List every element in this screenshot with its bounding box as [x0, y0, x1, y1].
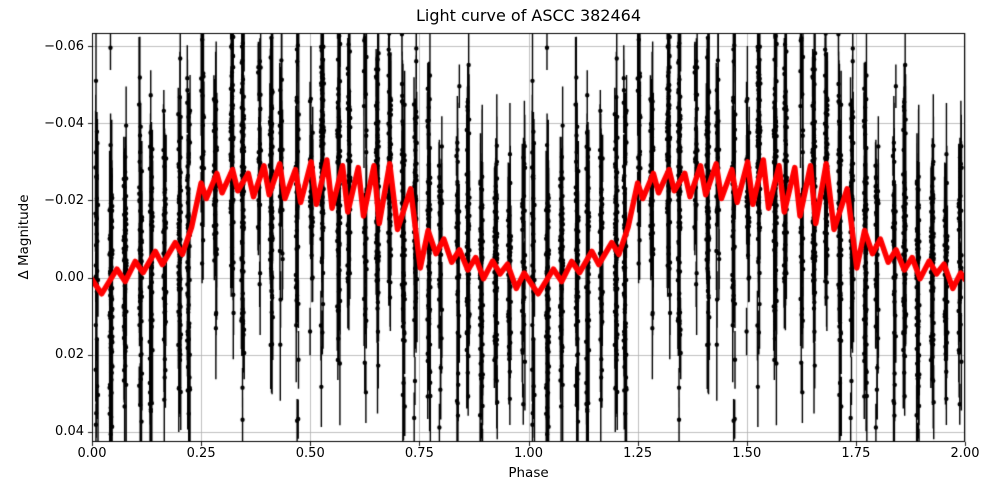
x-tick-label: 2.00 — [950, 446, 980, 461]
x-tick-label: 1.25 — [623, 446, 653, 461]
y-tick-label: −0.06 — [44, 38, 84, 54]
y-tick-label: 0.00 — [55, 270, 84, 286]
x-tick-label: 0.25 — [186, 446, 216, 461]
x-axis-label: Phase — [508, 465, 549, 481]
y-tick-label: −0.02 — [44, 192, 84, 208]
x-tick-label: 1.75 — [841, 446, 871, 461]
chart-title: Light curve of ASCC 382464 — [415, 6, 642, 25]
x-tick-label: 0.00 — [77, 446, 107, 461]
y-tick-label: −0.04 — [44, 115, 84, 131]
x-tick-label: 0.50 — [295, 446, 325, 461]
x-tick-label: 0.75 — [404, 446, 434, 461]
x-tick-label: 1.00 — [514, 446, 543, 461]
y-tick-label: 0.02 — [55, 347, 84, 363]
x-tick-label: 1.50 — [732, 446, 762, 461]
y-tick-label: 0.04 — [55, 424, 84, 440]
